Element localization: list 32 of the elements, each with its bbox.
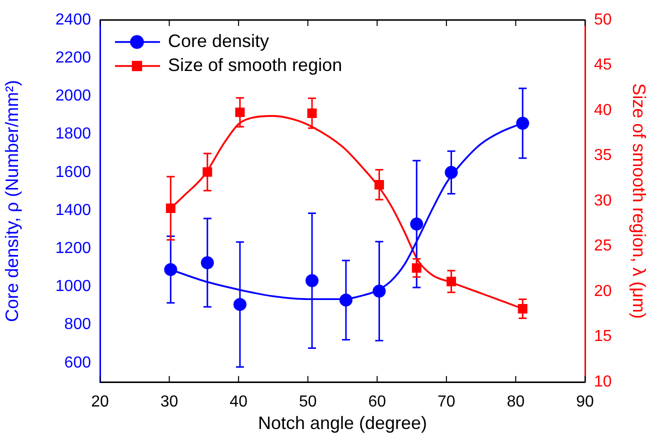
y2-tick-label: 50 — [594, 11, 612, 28]
y2-tick-label: 20 — [594, 282, 612, 300]
x-axis-title: Notch angle (degree) — [258, 413, 428, 434]
y2-tick-label: 30 — [594, 192, 612, 210]
x-tick-label: 60 — [368, 393, 386, 410]
x-tick-label: 90 — [576, 393, 594, 410]
y-tick-label: 2200 — [55, 50, 92, 67]
x-tick-label: 20 — [91, 393, 109, 410]
y-tick-label: 800 — [64, 316, 92, 334]
y2-tick-label: 15 — [594, 328, 612, 346]
x-tick-label: 50 — [298, 393, 317, 410]
y-tick-label: 1800 — [55, 126, 92, 143]
legend-label: Core density — [168, 30, 270, 51]
y-axis-title: Core density, ρ (Number/mm²) — [2, 80, 22, 322]
x-tick-label: 80 — [506, 393, 525, 410]
y-tick-label: 600 — [64, 354, 92, 372]
y2-tick-label: 10 — [594, 373, 612, 390]
y-tick-label: 1000 — [55, 278, 92, 296]
y2-tick-label: 40 — [594, 102, 612, 119]
y-tick-label: 2000 — [55, 88, 92, 105]
y-tick-label: 1600 — [55, 164, 92, 181]
x-tick-label: 40 — [230, 393, 248, 410]
y2-tick-label: 35 — [594, 147, 612, 164]
y-tick-label: 2400 — [55, 11, 92, 28]
legend-label: Size of smooth region — [168, 54, 342, 75]
y-tick-label: 1400 — [55, 202, 92, 219]
y2-axis-title: Size of smooth region, λ (μm) — [629, 83, 650, 319]
x-tick-label: 70 — [438, 393, 456, 410]
x-tick-label: 30 — [160, 393, 178, 410]
y2-tick-label: 45 — [594, 56, 612, 74]
y-tick-label: 1200 — [55, 240, 92, 258]
y2-tick-label: 25 — [594, 238, 612, 255]
